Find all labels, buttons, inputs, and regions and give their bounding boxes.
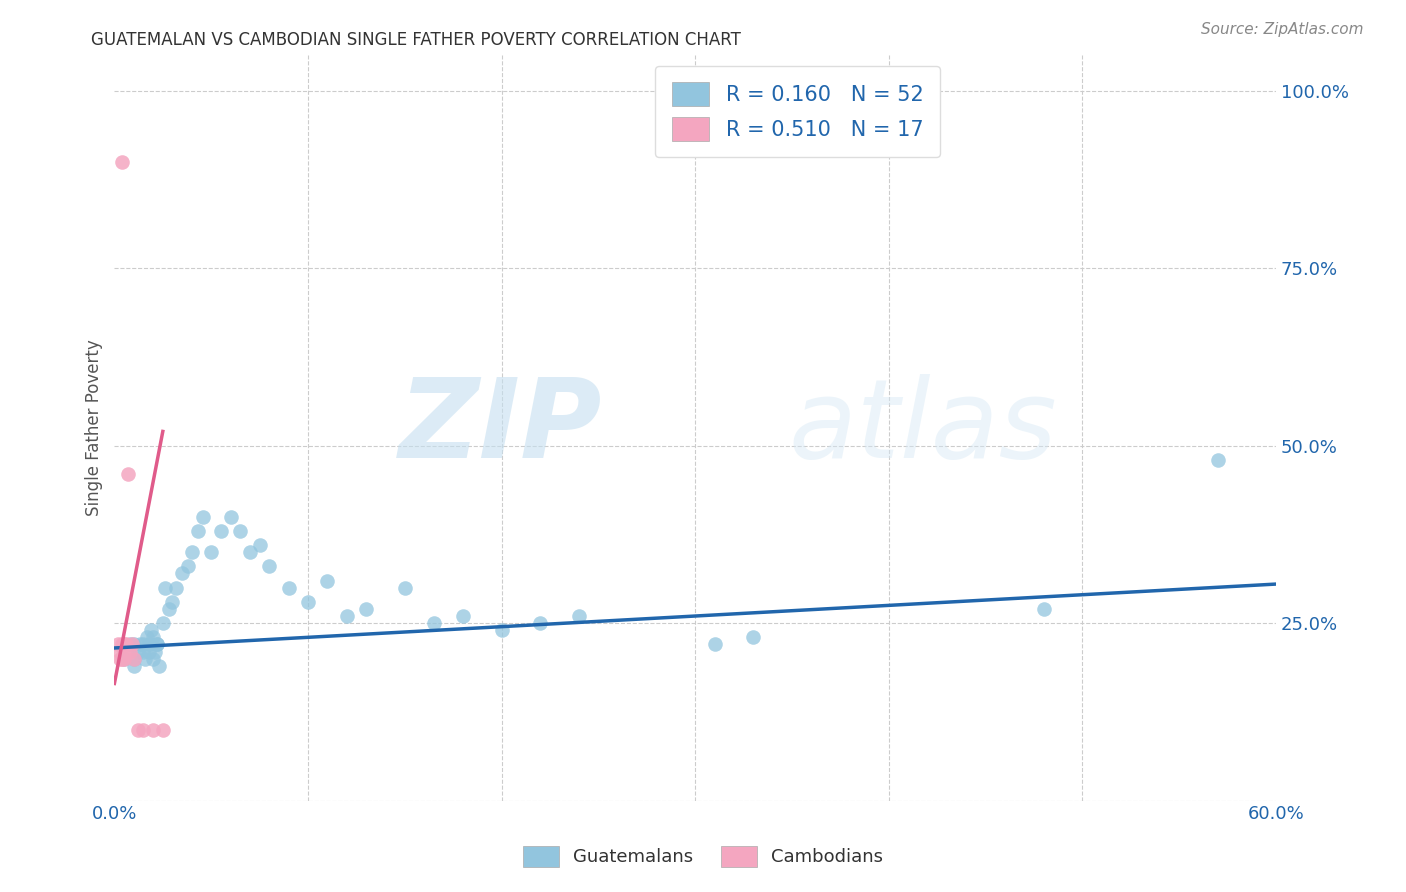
Point [111, 637, 134, 651]
Point [117, 467, 139, 481]
Point [118, 644, 141, 658]
Point [143, 644, 166, 658]
Point [111, 154, 134, 169]
Point [394, 581, 416, 595]
Point [142, 630, 165, 644]
Point [115, 637, 138, 651]
Point [229, 524, 252, 538]
Point [297, 595, 319, 609]
Point [187, 524, 209, 538]
Point [138, 637, 160, 651]
Point [122, 658, 145, 673]
Point [180, 545, 202, 559]
Point [162, 595, 184, 609]
Point [172, 566, 194, 581]
Point [316, 574, 339, 588]
Point [239, 545, 262, 559]
Point [451, 609, 474, 624]
Point [112, 637, 135, 651]
Point [423, 616, 446, 631]
Point [121, 637, 143, 651]
Legend: Guatemalans, Cambodians: Guatemalans, Cambodians [516, 838, 890, 874]
Point [165, 581, 187, 595]
Text: Source: ZipAtlas.com: Source: ZipAtlas.com [1201, 22, 1364, 37]
Point [127, 644, 149, 658]
Point [146, 637, 169, 651]
Text: atlas: atlas [789, 375, 1057, 482]
Point [249, 538, 271, 552]
Text: GUATEMALAN VS CAMBODIAN SINGLE FATHER POVERTY CORRELATION CHART: GUATEMALAN VS CAMBODIAN SINGLE FATHER PO… [91, 31, 741, 49]
Point [146, 637, 169, 651]
Point [491, 624, 513, 638]
Point [200, 545, 222, 559]
Point [219, 509, 242, 524]
Point [112, 651, 135, 665]
Point [110, 644, 132, 658]
Point [132, 644, 155, 658]
Point [568, 609, 591, 624]
Point [157, 602, 180, 616]
Point [111, 651, 134, 665]
Point [1206, 453, 1229, 467]
Point [1032, 602, 1054, 616]
Point [112, 644, 135, 658]
Point [148, 658, 170, 673]
Point [112, 651, 135, 665]
Text: ZIP: ZIP [399, 375, 602, 482]
Point [142, 651, 165, 665]
Point [122, 651, 145, 665]
Point [209, 524, 232, 538]
Point [134, 651, 156, 665]
Point [132, 637, 155, 651]
Point [354, 602, 377, 616]
Point [153, 581, 176, 595]
Point [336, 609, 359, 624]
Point [122, 637, 145, 651]
Point [136, 630, 159, 644]
Point [142, 723, 165, 737]
Point [141, 624, 163, 638]
Point [152, 616, 174, 631]
Point [742, 630, 765, 644]
Point [152, 723, 174, 737]
Point [107, 637, 129, 651]
Point [277, 581, 299, 595]
Point [122, 651, 145, 665]
Point [110, 651, 132, 665]
Point [138, 644, 160, 658]
Point [118, 637, 141, 651]
Legend: R = 0.160   N = 52, R = 0.510   N = 17: R = 0.160 N = 52, R = 0.510 N = 17 [655, 65, 941, 157]
Point [128, 637, 150, 651]
Y-axis label: Single Father Poverty: Single Father Poverty [86, 340, 103, 516]
Point [703, 637, 725, 651]
Point [177, 559, 200, 574]
Point [193, 509, 215, 524]
Point [127, 723, 149, 737]
Point [529, 616, 551, 631]
Point [132, 723, 155, 737]
Point [259, 559, 281, 574]
